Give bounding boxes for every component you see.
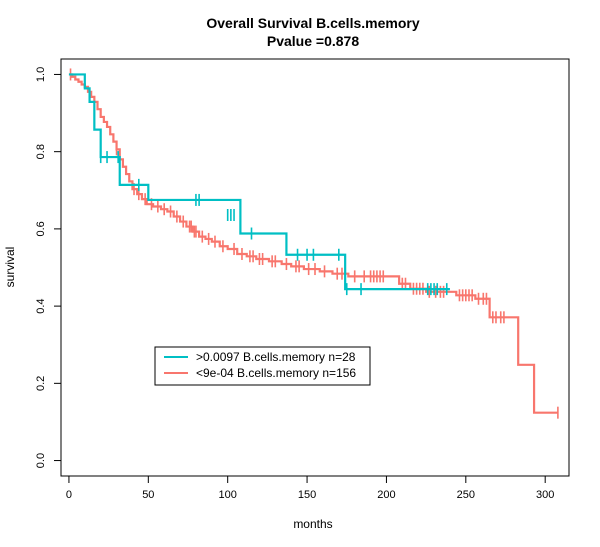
series-low	[68, 68, 559, 419]
y-axis: 0.0 0.2 0.4 0.6 0.8 1.0	[35, 67, 62, 468]
x-tick-label: 100	[219, 489, 237, 501]
legend-label-low: <9e-04 B.cells.memory n=156	[196, 366, 356, 380]
y-tick-label: 1.0	[35, 67, 47, 82]
series-high	[68, 73, 450, 296]
y-tick-label: 0.6	[35, 221, 47, 236]
chart-title: Overall Survival B.cells.memory	[206, 15, 419, 31]
y-tick-label: 0.8	[35, 144, 47, 159]
x-tick-label: 300	[536, 489, 554, 501]
x-axis: 0 50 100 150 200 250 300	[66, 475, 554, 501]
legend-label-high: >0.0097 B.cells.memory n=28	[196, 350, 356, 364]
x-tick-label: 250	[457, 489, 475, 501]
survival-curve-low	[68, 73, 558, 414]
x-tick-label: 0	[66, 489, 72, 501]
x-tick-label: 200	[377, 489, 395, 501]
chart-subtitle: Pvalue =0.878	[267, 33, 359, 49]
x-tick-label: 150	[298, 489, 316, 501]
series-layer	[68, 68, 559, 419]
x-axis-label: months	[293, 517, 332, 531]
y-tick-label: 0.4	[35, 298, 47, 313]
y-tick-label: 0.0	[35, 453, 47, 468]
survival-curve-high	[68, 73, 450, 291]
legend-box	[154, 346, 371, 386]
legend: >0.0097 B.cells.memory n=28 <9e-04 B.cel…	[154, 346, 371, 386]
y-axis-label: survival	[3, 247, 17, 288]
x-tick-label: 50	[142, 489, 154, 501]
y-tick-label: 0.2	[35, 376, 47, 391]
